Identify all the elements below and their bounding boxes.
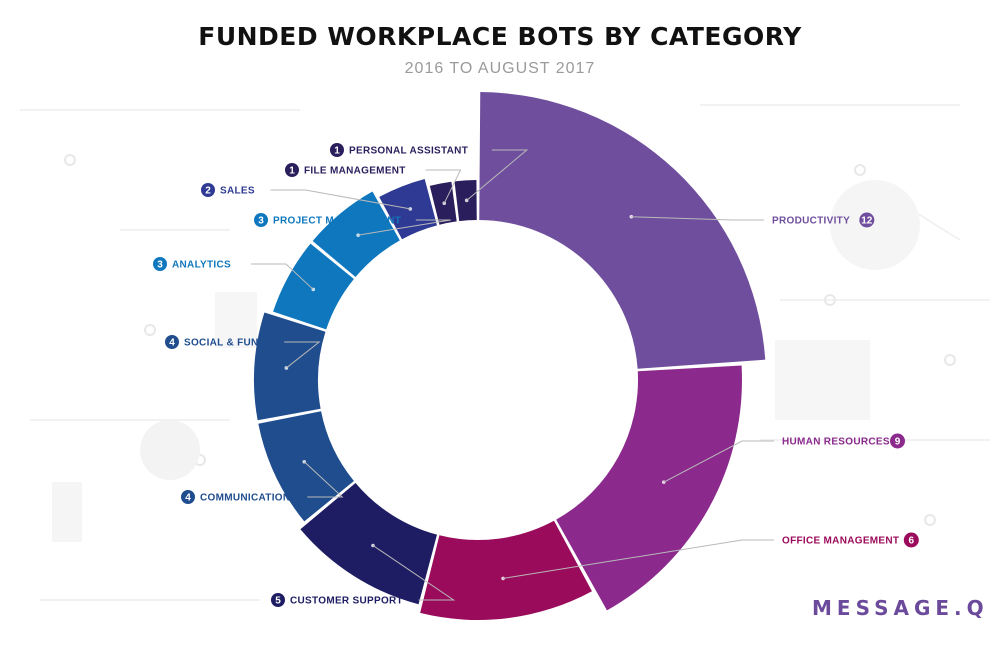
deco-disc bbox=[140, 420, 200, 480]
slice-human-resources bbox=[556, 365, 743, 611]
value-label: 12 bbox=[861, 216, 873, 227]
category-label: SALES bbox=[220, 186, 255, 197]
slice-analytics bbox=[273, 243, 354, 330]
chart-subtitle: 2016 TO AUGUST 2017 bbox=[404, 60, 596, 77]
brand-logo-text: MESSAGE.Q bbox=[812, 596, 989, 620]
slice-social-fun bbox=[253, 312, 326, 421]
callout-line bbox=[631, 216, 764, 221]
value-badge bbox=[903, 532, 919, 548]
category-label: PROJECT MANAGEMENT bbox=[273, 216, 401, 227]
callout-line bbox=[372, 545, 456, 601]
value-label: 1 bbox=[334, 146, 340, 157]
category-label: HUMAN RESOURCES bbox=[782, 437, 890, 448]
value-label: 6 bbox=[909, 536, 915, 547]
value-badge bbox=[859, 212, 875, 228]
slice-communication bbox=[258, 411, 354, 522]
slice-project-management bbox=[312, 191, 400, 278]
value-label: 4 bbox=[185, 493, 191, 504]
value-label: 9 bbox=[895, 437, 901, 448]
brand-logo: MESSAGE.Q bbox=[812, 596, 989, 620]
deco-node bbox=[854, 164, 866, 176]
value-label: 3 bbox=[258, 216, 264, 227]
callout-line bbox=[663, 440, 774, 483]
deco-node bbox=[824, 294, 836, 306]
category-label: ANALYTICS bbox=[172, 260, 231, 271]
value-badge bbox=[165, 335, 179, 349]
value-badge bbox=[285, 163, 299, 177]
chart-slices bbox=[253, 92, 766, 620]
value-badge bbox=[153, 257, 167, 271]
deco-card bbox=[52, 482, 82, 542]
callout-line bbox=[502, 539, 774, 579]
callout-line bbox=[466, 149, 529, 201]
callout-line bbox=[270, 189, 411, 210]
deco-node bbox=[944, 354, 956, 366]
value-badge bbox=[890, 433, 905, 449]
deco-node bbox=[144, 324, 156, 336]
callout-line bbox=[250, 263, 314, 290]
background-decoration bbox=[20, 104, 990, 601]
value-label: 2 bbox=[205, 186, 211, 197]
slice-customer-support bbox=[300, 482, 437, 605]
callout-line bbox=[425, 169, 462, 204]
value-label: 1 bbox=[289, 166, 295, 177]
callout-line bbox=[303, 461, 344, 498]
value-badge bbox=[254, 213, 268, 227]
callout-line bbox=[358, 219, 451, 236]
value-badge bbox=[201, 183, 215, 197]
category-label: COMMUNICATION bbox=[200, 493, 290, 504]
value-badge bbox=[330, 143, 344, 157]
deco-disc bbox=[830, 180, 920, 270]
deco-card bbox=[215, 292, 257, 348]
value-label: 4 bbox=[169, 338, 175, 349]
value-label: 5 bbox=[275, 596, 281, 607]
slice-office-management bbox=[420, 520, 592, 620]
category-label: PRODUCTIVITY bbox=[772, 216, 850, 227]
slice-productivity bbox=[479, 92, 766, 369]
deco-node bbox=[64, 154, 76, 166]
value-badge bbox=[181, 490, 195, 504]
category-label: CUSTOMER SUPPORT bbox=[290, 596, 403, 607]
deco-card bbox=[775, 340, 870, 420]
category-label: FILE MANAGEMENT bbox=[304, 166, 406, 177]
value-label: 3 bbox=[157, 260, 163, 271]
value-badge bbox=[271, 593, 285, 607]
chart-title: FUNDED WORKPLACE BOTS BY CATEGORY bbox=[198, 22, 802, 51]
category-label: OFFICE MANAGEMENT bbox=[782, 536, 899, 547]
category-label: PERSONAL ASSISTANT bbox=[349, 146, 468, 157]
callout-line bbox=[284, 341, 321, 369]
deco-node bbox=[924, 514, 936, 526]
category-label: SOCIAL & FUN bbox=[184, 338, 259, 349]
